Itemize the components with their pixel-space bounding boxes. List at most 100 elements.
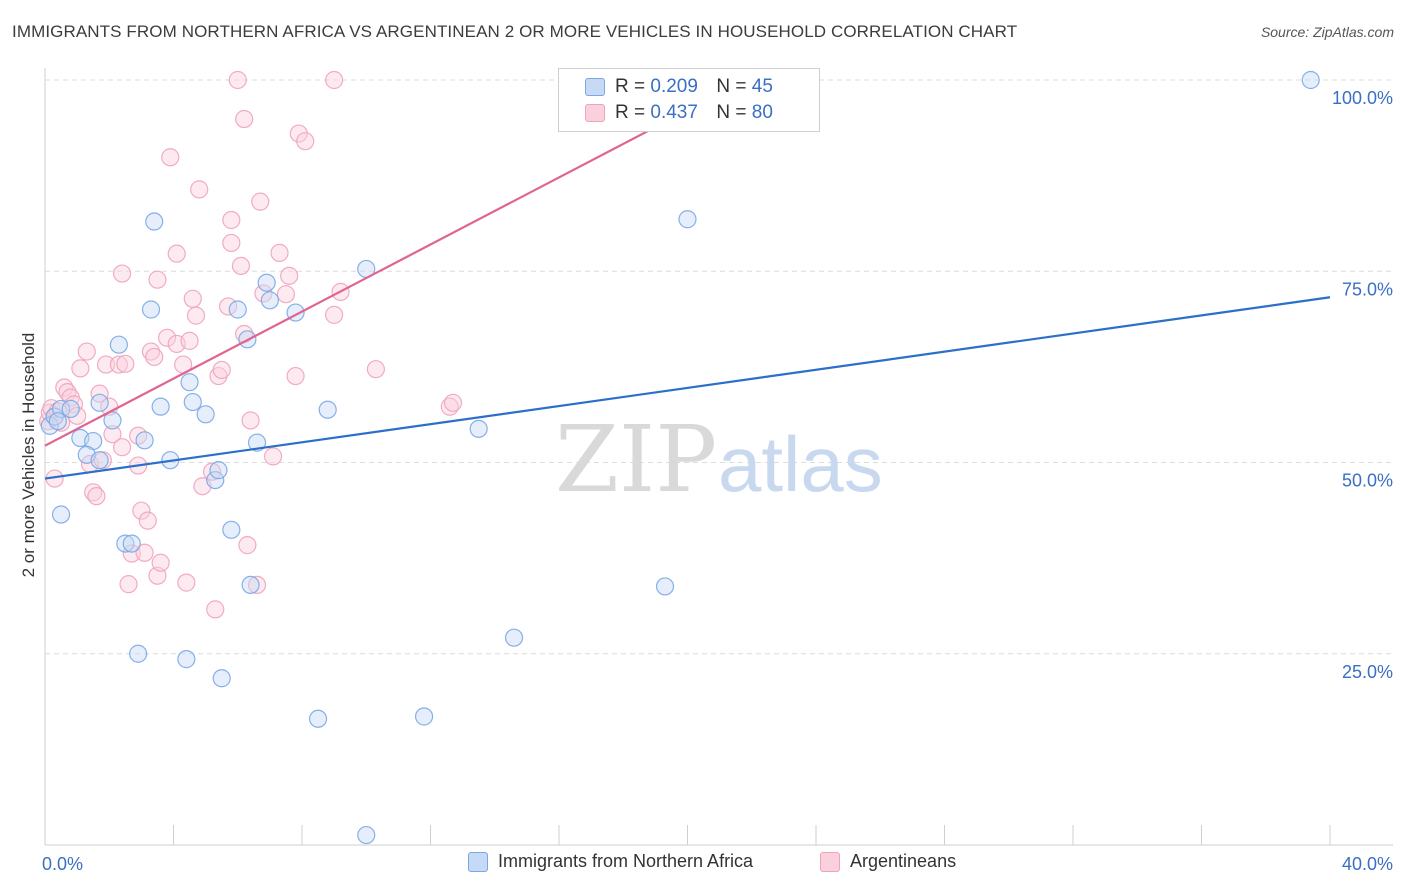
legend-r-value: 0.437 xyxy=(650,102,716,124)
legend-n-label: N = xyxy=(716,102,746,124)
northern-africa-point xyxy=(136,432,153,449)
northern-africa-point xyxy=(1302,72,1319,89)
argentinean-point xyxy=(184,290,201,307)
northern-africa-point xyxy=(152,398,169,415)
argentinean-point xyxy=(239,537,256,554)
northern-africa-point xyxy=(143,301,160,318)
argentinean-point xyxy=(223,211,240,228)
argentinean-point xyxy=(72,360,89,377)
watermark: ZIP atlas xyxy=(555,406,883,513)
series-legend: Immigrants from Northern Africa Argentin… xyxy=(0,851,1406,877)
watermark-zip: ZIP xyxy=(555,406,717,513)
argentinean-point xyxy=(178,574,195,591)
argentinean-point xyxy=(281,267,298,284)
argentinean-point xyxy=(232,257,249,274)
argentinean-point xyxy=(207,601,224,618)
argentinean-point xyxy=(162,149,179,166)
argentinean-point xyxy=(252,193,269,210)
argentinean-point xyxy=(242,412,259,429)
argentinean-point xyxy=(326,306,343,323)
northern-africa-point xyxy=(62,400,79,417)
argentinean-point xyxy=(78,343,95,360)
y-tick-label: 25.0% xyxy=(1342,662,1393,682)
northern-africa-point xyxy=(181,374,198,391)
legend-n-value: 45 xyxy=(752,76,773,98)
argentinean-point xyxy=(191,181,208,198)
argentinean-point xyxy=(120,576,137,593)
northern-africa-point xyxy=(91,452,108,469)
legend-swatch-blue xyxy=(585,78,605,96)
argentinean-point xyxy=(181,332,198,349)
northern-africa-point xyxy=(184,394,201,411)
argentinean-point xyxy=(444,394,461,411)
northern-africa-point xyxy=(213,670,230,687)
argentinean-point xyxy=(326,72,343,89)
northern-africa-point xyxy=(110,336,127,353)
northern-africa-point xyxy=(91,394,108,411)
northern-africa-point xyxy=(146,213,163,230)
argentinean-point xyxy=(265,448,282,465)
argentinean-point xyxy=(152,554,169,571)
y-tick-labels: 25.0% 50.0% 75.0% 100.0% xyxy=(1332,88,1393,682)
legend-r-label: R = xyxy=(615,102,645,124)
northern-africa-point xyxy=(229,301,246,318)
gridlines xyxy=(45,80,1393,654)
argentinean-point xyxy=(213,361,230,378)
northern-africa-point xyxy=(310,710,327,727)
argentinean-point xyxy=(149,271,166,288)
argentinean-point xyxy=(146,348,163,365)
argentinean-point xyxy=(229,72,246,89)
series-legend-northern-africa[interactable]: Immigrants from Northern Africa xyxy=(468,851,753,872)
northern-africa-point xyxy=(53,506,70,523)
northern-africa-point xyxy=(258,274,275,291)
series-swatch-pink xyxy=(820,852,840,872)
argentinean-point xyxy=(297,133,314,150)
legend-row-argentineans: R = 0.437 N = 80 xyxy=(585,101,773,125)
northern-africa-point xyxy=(506,629,523,646)
y-tick-label: 75.0% xyxy=(1342,279,1393,299)
argentinean-point xyxy=(187,307,204,324)
series-legend-argentineans[interactable]: Argentineans xyxy=(820,851,956,872)
northern-africa-point xyxy=(319,401,336,418)
argentinean-point xyxy=(139,512,156,529)
scatter-chart: ZIP atlas 25.0%50.0%75.0%100.0% 0.0% 40.0… xyxy=(0,0,1406,892)
argentinean-point xyxy=(236,111,253,128)
northern-africa-point xyxy=(358,827,375,844)
argentinean-point xyxy=(114,439,131,456)
argentinean-point xyxy=(367,361,384,378)
northern-africa-point xyxy=(261,292,278,309)
y-tick-label: 50.0% xyxy=(1342,471,1393,491)
legend-n-value: 80 xyxy=(752,102,773,124)
northern-africa-point xyxy=(223,521,240,538)
correlation-legend: R = 0.209 N = 45 R = 0.437 N = 80 xyxy=(558,68,820,132)
argentinean-point xyxy=(117,355,134,372)
northern-africa-point xyxy=(210,462,227,479)
northern-africa-point xyxy=(123,535,140,552)
series-swatch-blue xyxy=(468,852,488,872)
argentinean-point xyxy=(88,488,105,505)
argentinean-point xyxy=(271,244,288,261)
argentinean-trend-line xyxy=(45,95,716,445)
argentinean-point xyxy=(287,368,304,385)
legend-n-label: N = xyxy=(716,76,746,98)
northern-africa-point xyxy=(470,420,487,437)
northern-africa-point xyxy=(657,578,674,595)
argentinean-point xyxy=(114,265,131,282)
legend-row-northern-africa: R = 0.209 N = 45 xyxy=(585,75,773,99)
legend-r-value: 0.209 xyxy=(650,76,716,98)
northern-africa-point xyxy=(197,406,214,423)
watermark-atlas: atlas xyxy=(718,420,883,508)
northern-africa-point xyxy=(679,211,696,228)
northern-africa-point xyxy=(49,413,66,430)
legend-r-label: R = xyxy=(615,76,645,98)
series-legend-label: Immigrants from Northern Africa xyxy=(498,851,753,872)
y-tick-label: 100.0% xyxy=(1332,88,1393,108)
series-legend-label: Argentineans xyxy=(850,851,956,872)
northern-africa-point xyxy=(178,651,195,668)
northern-africa-point xyxy=(416,708,433,725)
argentinean-point xyxy=(168,245,185,262)
argentinean-point xyxy=(277,286,294,303)
y-axis-label: 2 or more Vehicles in Household xyxy=(19,333,38,578)
northern-africa-point xyxy=(130,645,147,662)
legend-swatch-pink xyxy=(585,104,605,122)
